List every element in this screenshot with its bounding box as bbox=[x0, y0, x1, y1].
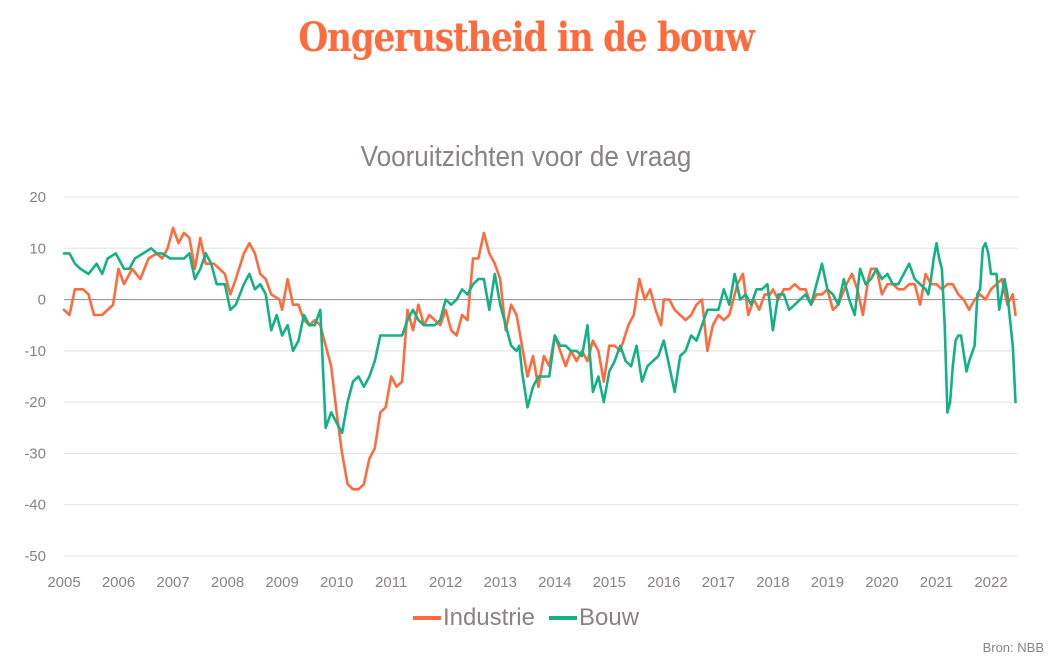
x-tick-label: 2014 bbox=[538, 574, 571, 591]
x-tick-label: 2009 bbox=[265, 574, 298, 591]
x-tick-label: 2015 bbox=[593, 574, 626, 591]
source-note: Bron: NBB bbox=[982, 640, 1044, 655]
y-axis-ticks: 20 10 0 -10 -20 -30 -40 -50 bbox=[24, 189, 46, 565]
series-line-industrie bbox=[62, 226, 1017, 491]
x-tick-label: 2017 bbox=[702, 574, 735, 591]
legend-label-industrie: Industrie bbox=[442, 604, 535, 631]
x-tick-label: 2007 bbox=[156, 574, 189, 591]
chart-subtitle: Vooruitzichten voor de vraag bbox=[360, 141, 692, 173]
chart-main-title: Ongerustheid in de bouw bbox=[298, 14, 755, 61]
series-lines bbox=[62, 226, 1017, 491]
y-tick-label: 0 bbox=[38, 292, 46, 309]
x-tick-label: 2012 bbox=[429, 574, 462, 591]
x-tick-label: 2016 bbox=[647, 574, 680, 591]
x-axis-ticks: 2005 2006 2007 2008 2009 2010 2011 2012 2013 2014… bbox=[47, 574, 1007, 591]
gridlines bbox=[64, 196, 1018, 557]
y-tick-label: -10 bbox=[24, 343, 46, 360]
x-tick-label: 2020 bbox=[865, 574, 898, 591]
legend-swatch-bouw bbox=[549, 616, 577, 620]
legend-item-industrie[interactable]: Industrie bbox=[412, 604, 535, 632]
legend-label-bouw: Bouw bbox=[579, 604, 640, 631]
y-tick-label: -50 bbox=[24, 548, 46, 565]
y-tick-label: 10 bbox=[29, 240, 46, 257]
x-tick-label: 2008 bbox=[211, 574, 244, 591]
y-tick-label: -20 bbox=[24, 394, 46, 411]
x-tick-label: 2006 bbox=[102, 574, 135, 591]
legend-swatch-industrie bbox=[412, 616, 441, 620]
x-tick-label: 2019 bbox=[811, 574, 844, 591]
x-tick-label: 2011 bbox=[375, 574, 407, 591]
legend-item-bouw[interactable]: Bouw bbox=[549, 604, 639, 632]
y-tick-label: -30 bbox=[24, 445, 46, 462]
x-tick-label: 2022 bbox=[974, 574, 1007, 591]
series-line-bouw bbox=[62, 241, 1017, 435]
x-tick-label: 2021 bbox=[920, 574, 953, 591]
x-tick-label: 2005 bbox=[47, 574, 80, 591]
x-tick-label: 2013 bbox=[484, 574, 517, 591]
x-tick-label: 2010 bbox=[320, 574, 353, 591]
x-tick-label: 2018 bbox=[756, 574, 789, 591]
y-tick-label: -40 bbox=[24, 497, 46, 514]
y-tick-label: 20 bbox=[29, 189, 46, 206]
legend: Industrie Bouw bbox=[0, 604, 1052, 632]
